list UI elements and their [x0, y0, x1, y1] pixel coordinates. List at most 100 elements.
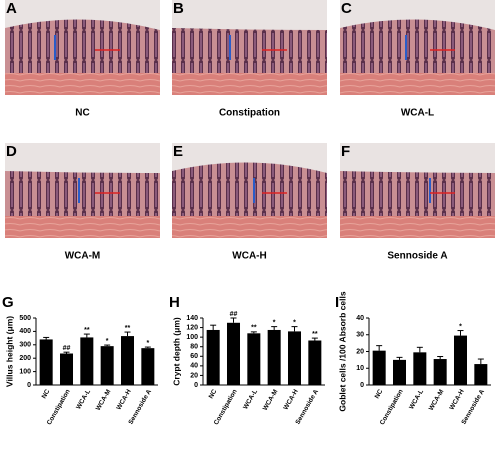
panel-caption: NC: [75, 108, 89, 119]
histology-image: B Constipation: [172, 0, 327, 119]
histology-image: C WCA-L: [340, 0, 495, 119]
mucosa: [172, 28, 327, 73]
significance: *: [293, 319, 296, 326]
bar: [267, 329, 281, 385]
x-tick-label: NC: [208, 388, 219, 400]
x-tick-label: WCA-H: [115, 388, 132, 411]
error-bar: [210, 324, 217, 330]
histology-image: D WCA-M: [5, 143, 160, 262]
bar: [413, 352, 427, 385]
muscle-layer: [5, 216, 160, 238]
panel-caption: WCA-L: [401, 108, 434, 119]
bar: [226, 322, 241, 385]
muscle-layer: [340, 73, 495, 95]
panel-letter: G: [2, 294, 14, 311]
error-bar: [416, 346, 423, 353]
y-tick-label: 0: [360, 382, 364, 389]
bar: [206, 329, 220, 385]
error-bar: [396, 356, 403, 360]
y-tick-label: 140: [186, 315, 198, 322]
x-tick-label: WCA-L: [408, 388, 425, 410]
panel-letter: D: [6, 143, 17, 160]
bar: [308, 340, 322, 385]
error-bar: [291, 326, 298, 332]
panel-letter: E: [173, 143, 183, 160]
muscle-layer: [172, 73, 327, 95]
mucosa: [340, 171, 495, 216]
y-tick-label: 0: [27, 382, 31, 389]
panel-letter: I: [335, 294, 339, 311]
bar: [433, 359, 447, 385]
significance: **: [312, 331, 318, 338]
panel-letter: B: [173, 0, 184, 17]
bar: [80, 337, 94, 385]
error-bar: [230, 317, 237, 323]
x-tick-label: NC: [374, 388, 385, 400]
mucosa: [5, 171, 160, 216]
y-axis-label: Villus height (μm): [4, 316, 14, 387]
x-tick-label: WCA-M: [262, 388, 280, 412]
panel-letter: C: [341, 0, 352, 17]
muscle-layer: [5, 73, 160, 95]
error-bar: [271, 326, 278, 330]
y-tick-label: 80: [190, 344, 198, 351]
panel-caption: WCA-H: [232, 251, 266, 262]
error-bar: [250, 331, 257, 334]
error-bar: [83, 333, 90, 338]
bar: [474, 364, 488, 385]
x-tick-label: WCA-H: [448, 388, 465, 411]
error-bar: [376, 345, 383, 351]
error-bar: [43, 336, 50, 340]
bar: [392, 359, 407, 385]
y-tick-label: 40: [190, 363, 198, 370]
histology-image: F Sennoside A: [340, 143, 495, 262]
y-tick-label: 60: [190, 353, 198, 360]
mucosa: [5, 19, 160, 73]
mucosa: [340, 19, 495, 73]
x-tick-label: WCA-H: [282, 388, 299, 411]
error-bar: [124, 331, 131, 337]
significance: ##: [230, 311, 238, 318]
y-tick-label: 300: [19, 342, 31, 349]
error-bar: [457, 330, 464, 336]
y-tick-label: 30: [356, 332, 364, 339]
y-tick-label: 100: [186, 334, 198, 341]
panel-letter: H: [169, 294, 180, 311]
bar: [59, 353, 74, 385]
error-bar: [104, 344, 111, 347]
bar: [287, 331, 302, 385]
histology-image: E WCA-H: [172, 143, 327, 262]
error-bar: [311, 337, 318, 341]
significance: ##: [63, 345, 71, 352]
error-bar: [437, 356, 444, 360]
y-tick-label: 200: [19, 355, 31, 362]
significance: **: [125, 325, 131, 332]
y-tick-label: 20: [190, 372, 198, 379]
error-bar: [477, 358, 484, 365]
y-tick-label: 10: [356, 365, 364, 372]
significance: **: [251, 325, 257, 332]
bar: [100, 346, 114, 385]
y-tick-label: 100: [19, 368, 31, 375]
x-tick-label: WCA-M: [428, 388, 446, 412]
y-axis-label: Crypt depth (μm): [171, 317, 181, 386]
bar: [141, 348, 155, 385]
y-tick-label: 0: [194, 382, 198, 389]
y-tick-label: 120: [186, 324, 198, 331]
bar: [453, 335, 468, 385]
x-tick-label: WCA-M: [95, 388, 113, 412]
significance: *: [106, 338, 109, 345]
panel-caption: WCA-M: [65, 251, 101, 262]
error-bar: [63, 351, 70, 354]
x-tick-label: WCA-L: [75, 388, 92, 410]
panel-letter: A: [6, 0, 17, 17]
muscle-layer: [172, 216, 327, 238]
panel-letter: F: [341, 143, 350, 160]
mucosa: [172, 162, 327, 216]
significance: *: [146, 340, 149, 347]
y-tick-label: 500: [19, 315, 31, 322]
y-tick-label: 40: [356, 315, 364, 322]
significance: *: [273, 319, 276, 326]
bar: [39, 339, 53, 385]
